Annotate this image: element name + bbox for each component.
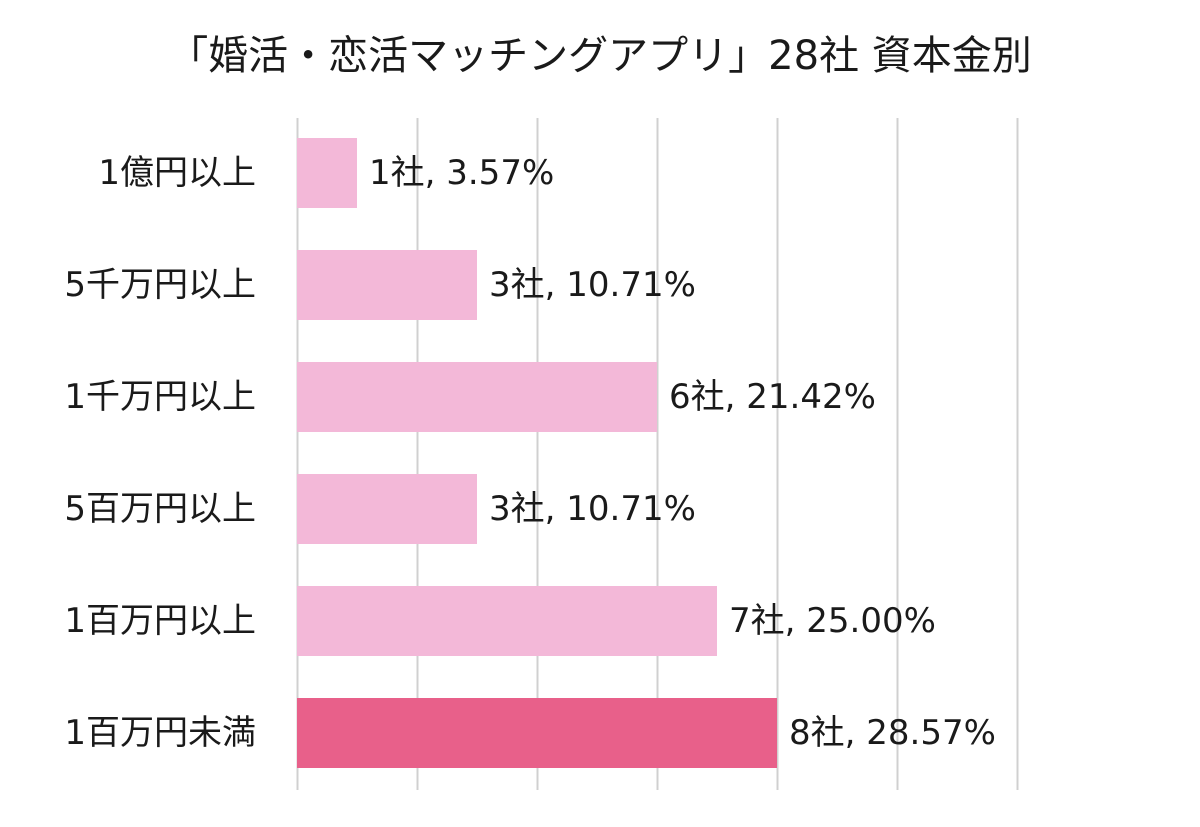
category-labels: 1億円以上 5千万円以上 1千万円以上 5百万円以上 1百万円以上 1百万円未満 — [64, 153, 256, 753]
gridlines — [296, 118, 1019, 790]
category-label: 5千万円以上 — [64, 265, 256, 305]
bar — [297, 138, 357, 208]
bar — [297, 362, 657, 432]
bars — [297, 138, 777, 768]
bar — [297, 586, 717, 656]
chart-title: 「婚活・恋活マッチングアプリ」28社 資本金別 — [168, 33, 1032, 79]
data-label: 3社, 10.71% — [489, 489, 696, 529]
category-label: 1億円以上 — [98, 153, 256, 193]
bar — [297, 698, 777, 768]
bar — [297, 250, 477, 320]
data-labels: 1社, 3.57% 3社, 10.71% 6社, 21.42% 3社, 10.71% 7… — [369, 153, 996, 753]
data-label: 7社, 25.00% — [729, 601, 936, 641]
data-label: 8社, 28.57% — [789, 713, 996, 753]
category-label: 1百万円以上 — [64, 601, 256, 641]
category-label: 1百万円未満 — [64, 713, 256, 753]
data-label: 3社, 10.71% — [489, 265, 696, 305]
category-label: 1千万円以上 — [64, 377, 256, 417]
data-label: 6社, 21.42% — [669, 377, 876, 417]
category-label: 5百万円以上 — [64, 489, 256, 529]
data-label: 1社, 3.57% — [369, 153, 554, 193]
bar — [297, 474, 477, 544]
